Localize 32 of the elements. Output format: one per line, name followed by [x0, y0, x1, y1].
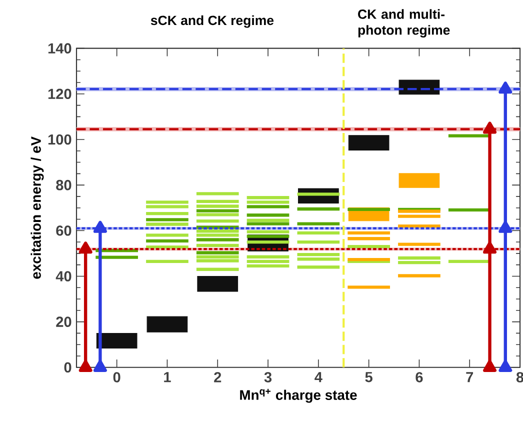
y-tick-label: 140: [48, 43, 72, 54]
bar: [197, 276, 238, 292]
x-axis-title: Mn$^{q+}$ charge state: [240, 388, 357, 403]
point: [498, 82, 512, 94]
x-tick-label: 2: [214, 372, 222, 382]
bar: [96, 332, 138, 349]
y-tick-label: 0: [64, 362, 72, 373]
point: [498, 360, 512, 372]
text: CK and multi-photon regime: [358, 9, 450, 38]
y-tick-label: 20: [56, 316, 72, 327]
y-tick-label: 100: [48, 134, 72, 145]
bar: [146, 316, 188, 332]
x-tick-label: 5: [365, 372, 372, 382]
point: [483, 122, 497, 134]
bar: [348, 135, 390, 150]
y-tick-label: 40: [56, 271, 72, 282]
x-tick-label: 3: [264, 372, 272, 382]
point: [498, 220, 512, 233]
point: [483, 360, 497, 372]
x-tick-label: 1: [164, 372, 171, 382]
y-axis-title: excitation energy / eV: [30, 136, 44, 279]
y-tick-label: 80: [56, 180, 72, 190]
text: sCK and CK regime: [150, 15, 274, 28]
x-tick-label: 4: [314, 372, 322, 382]
x-tick-label: 6: [416, 372, 423, 382]
y-tick-label: 60: [56, 226, 72, 236]
bar: [398, 173, 440, 188]
point: [483, 242, 497, 254]
bar: [398, 80, 440, 95]
x-tick-label: 7: [466, 372, 474, 382]
y-tick-label: 120: [48, 88, 72, 100]
x-tick-label: 0: [113, 372, 120, 382]
